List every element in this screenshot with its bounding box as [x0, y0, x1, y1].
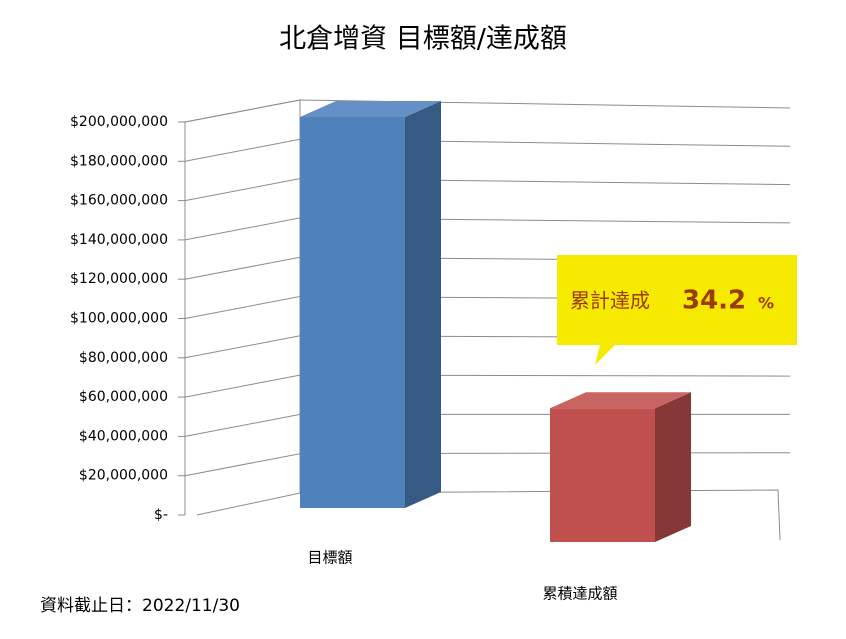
- footnote: 資料截止日：2022/11/30: [40, 596, 240, 616]
- y-tick-label: $200,000,000: [70, 114, 168, 130]
- annotation-value: 34.2: [682, 286, 746, 316]
- bar-top: [300, 101, 441, 117]
- bar-side: [655, 392, 691, 542]
- grid-line: [184, 217, 791, 241]
- callout-box: [557, 255, 797, 365]
- x-tick-label: 目標額: [307, 549, 352, 567]
- annotation-prefix: 累計達成: [570, 289, 650, 313]
- grid-line: [184, 374, 791, 398]
- y-tick-label: $120,000,000: [70, 271, 168, 287]
- grid-line: [184, 99, 791, 123]
- y-tick-label: $-: [154, 507, 168, 523]
- bar-side: [405, 101, 441, 508]
- chart-title: 北倉增資 目標額/達成額: [279, 24, 567, 55]
- y-tick-label: $180,000,000: [70, 153, 168, 169]
- grid-line: [184, 413, 790, 437]
- y-tick-label: $80,000,000: [79, 350, 168, 366]
- annotation-unit: %: [758, 294, 774, 313]
- y-tick-label: $40,000,000: [79, 428, 168, 444]
- grid-line: [184, 138, 791, 162]
- floor-edge: [196, 489, 781, 541]
- y-tick-label: $60,000,000: [79, 389, 168, 405]
- y-tick-label: $100,000,000: [70, 311, 168, 327]
- y-tick-label: $140,000,000: [70, 232, 168, 248]
- bar-top: [550, 392, 691, 409]
- grid-line: [184, 178, 791, 202]
- grid-line: [184, 452, 791, 477]
- bar: [300, 117, 405, 508]
- y-tick-label: $20,000,000: [79, 468, 168, 484]
- bar: [550, 408, 655, 542]
- y-tick-label: $160,000,000: [70, 193, 168, 209]
- x-tick-label: 累積達成額: [542, 585, 617, 603]
